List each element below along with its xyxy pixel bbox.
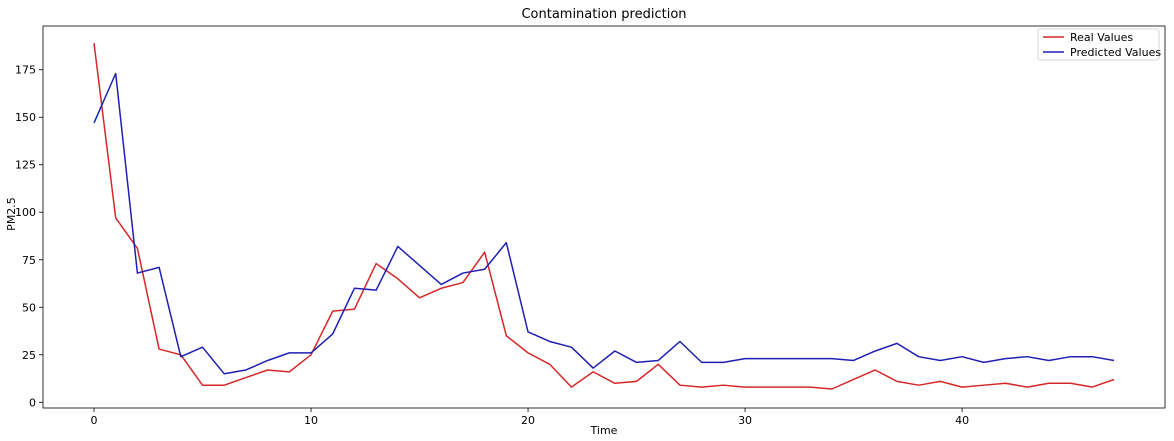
y-tick-label: 25 (22, 349, 36, 362)
plot-area: 0 10 20 30 40 0 25 50 75 100 125 150 175 (15, 25, 1166, 427)
x-tick-label: 40 (955, 414, 969, 427)
y-tick-label: 75 (22, 254, 36, 267)
series-line-predicted-values (93, 72, 1115, 375)
x-tick-label: 20 (521, 414, 535, 427)
x-tick-label: 30 (738, 414, 752, 427)
chart-title: Contamination prediction (521, 7, 686, 22)
legend-box (1037, 28, 1160, 61)
y-tick-label: 125 (15, 159, 36, 172)
y-tick-label: 100 (15, 206, 36, 219)
plot-frame (42, 25, 1166, 409)
x-tick-label: 0 (91, 414, 98, 427)
y-tick-label: 175 (15, 64, 36, 77)
y-tick-label: 50 (22, 301, 36, 314)
y-axis-label: PM2.5 (5, 197, 18, 231)
legend-label: Real Values (1070, 31, 1133, 44)
series-line-real-values (93, 43, 1115, 390)
legend-label: Predicted Values (1070, 46, 1161, 59)
x-axis-label: Time (590, 424, 618, 437)
legend: Real Values Predicted Values (1037, 28, 1161, 61)
x-tick-label: 10 (304, 414, 318, 427)
y-tick-label: 0 (29, 396, 36, 409)
y-tick-label: 150 (15, 111, 36, 124)
